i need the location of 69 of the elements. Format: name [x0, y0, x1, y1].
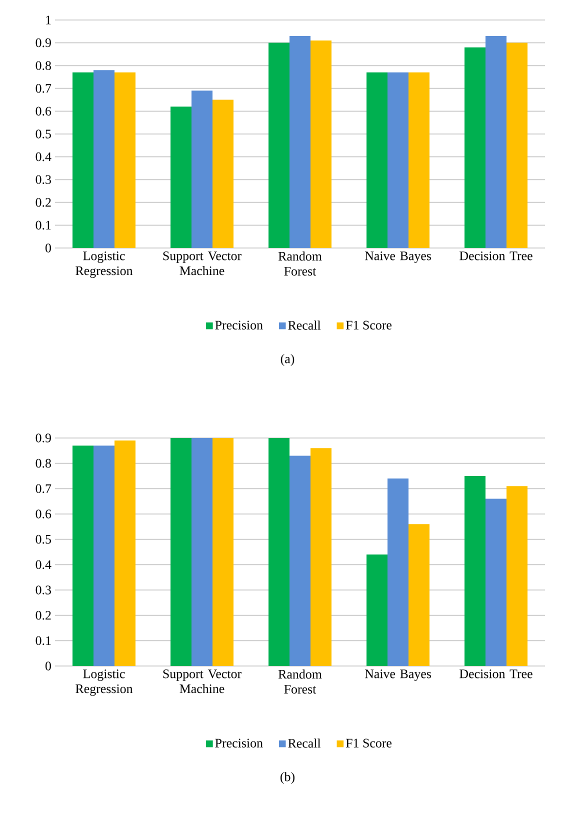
bar [170, 438, 192, 666]
legend-label: Recall [288, 320, 321, 330]
bar [94, 446, 114, 666]
x-tick-label: Decision Tree [460, 670, 532, 678]
legend-label: Precision [215, 320, 263, 330]
x-tick-label: Support Vector Machine [163, 252, 242, 276]
bar [464, 47, 486, 248]
y-tick-label: 0.6 [36, 106, 52, 116]
text: (b) [280, 772, 294, 784]
x-tick-label: Logistic Regression [76, 252, 133, 278]
legend-label: F1 Score [346, 320, 392, 330]
text: (a) [280, 354, 294, 366]
legend-label: F1 Score [346, 738, 392, 748]
bar [192, 438, 213, 666]
bar [290, 36, 311, 248]
y-tick-label: 1 [46, 16, 51, 24]
bar [268, 438, 290, 666]
y-tick-label: 0.2 [36, 198, 51, 207]
y-tick-label: 0.4 [36, 152, 52, 162]
bar [486, 498, 507, 666]
y-tick-label: 0 [46, 244, 51, 252]
y-tick-label: 0.1 [36, 636, 51, 646]
bar [170, 106, 192, 248]
y-tick-label: 0.5 [36, 534, 51, 544]
bar [388, 478, 409, 666]
bar [506, 486, 528, 666]
y-tick-label: 0.2 [36, 610, 51, 620]
y-tick-label: 0.8 [36, 458, 51, 468]
x-tick-label: Logistic Regression [76, 670, 133, 696]
x-tick-label: Naive Bayes [364, 252, 431, 263]
bar [94, 70, 114, 248]
y-tick-label: 0.3 [36, 175, 51, 184]
bar [366, 554, 388, 666]
legend-label: Precision [215, 738, 263, 748]
bar [506, 42, 528, 248]
y-tick-label: 0.8 [36, 61, 51, 70]
y-tick-label: 0.7 [36, 484, 52, 494]
y-tick-label: 0.6 [36, 510, 52, 518]
bar [212, 100, 234, 248]
bar [464, 476, 486, 666]
y-tick-label: 0.5 [36, 130, 51, 138]
bar [72, 72, 94, 248]
y-tick-label: 0.3 [36, 586, 51, 594]
x-tick-label: Random Forest [278, 670, 322, 694]
y-tick-label: 0 [46, 662, 51, 670]
y-tick-label: 0.4 [36, 560, 52, 570]
x-tick-label: Random Forest [278, 252, 322, 276]
legend-label: Recall [288, 738, 321, 748]
y-tick-label: 0.9 [36, 434, 51, 442]
y-tick-label: 0.1 [36, 220, 51, 230]
bar [212, 438, 234, 666]
bar [310, 448, 332, 666]
bar [114, 440, 136, 666]
bar [290, 456, 311, 666]
x-tick-label: Support Vector Machine [163, 670, 242, 694]
bar [366, 72, 388, 248]
x-tick-label: Naive Bayes [364, 670, 431, 681]
bar [486, 36, 507, 248]
bar [192, 90, 213, 248]
bar [408, 72, 430, 248]
bar [114, 72, 136, 248]
y-tick-label: 0.7 [36, 84, 52, 93]
bar [72, 446, 94, 666]
bar [408, 524, 430, 666]
x-tick-label: Decision Tree [460, 252, 532, 260]
bar [388, 72, 409, 248]
bar [268, 42, 290, 248]
y-tick-label: 0.9 [36, 38, 51, 48]
bar [310, 40, 332, 248]
